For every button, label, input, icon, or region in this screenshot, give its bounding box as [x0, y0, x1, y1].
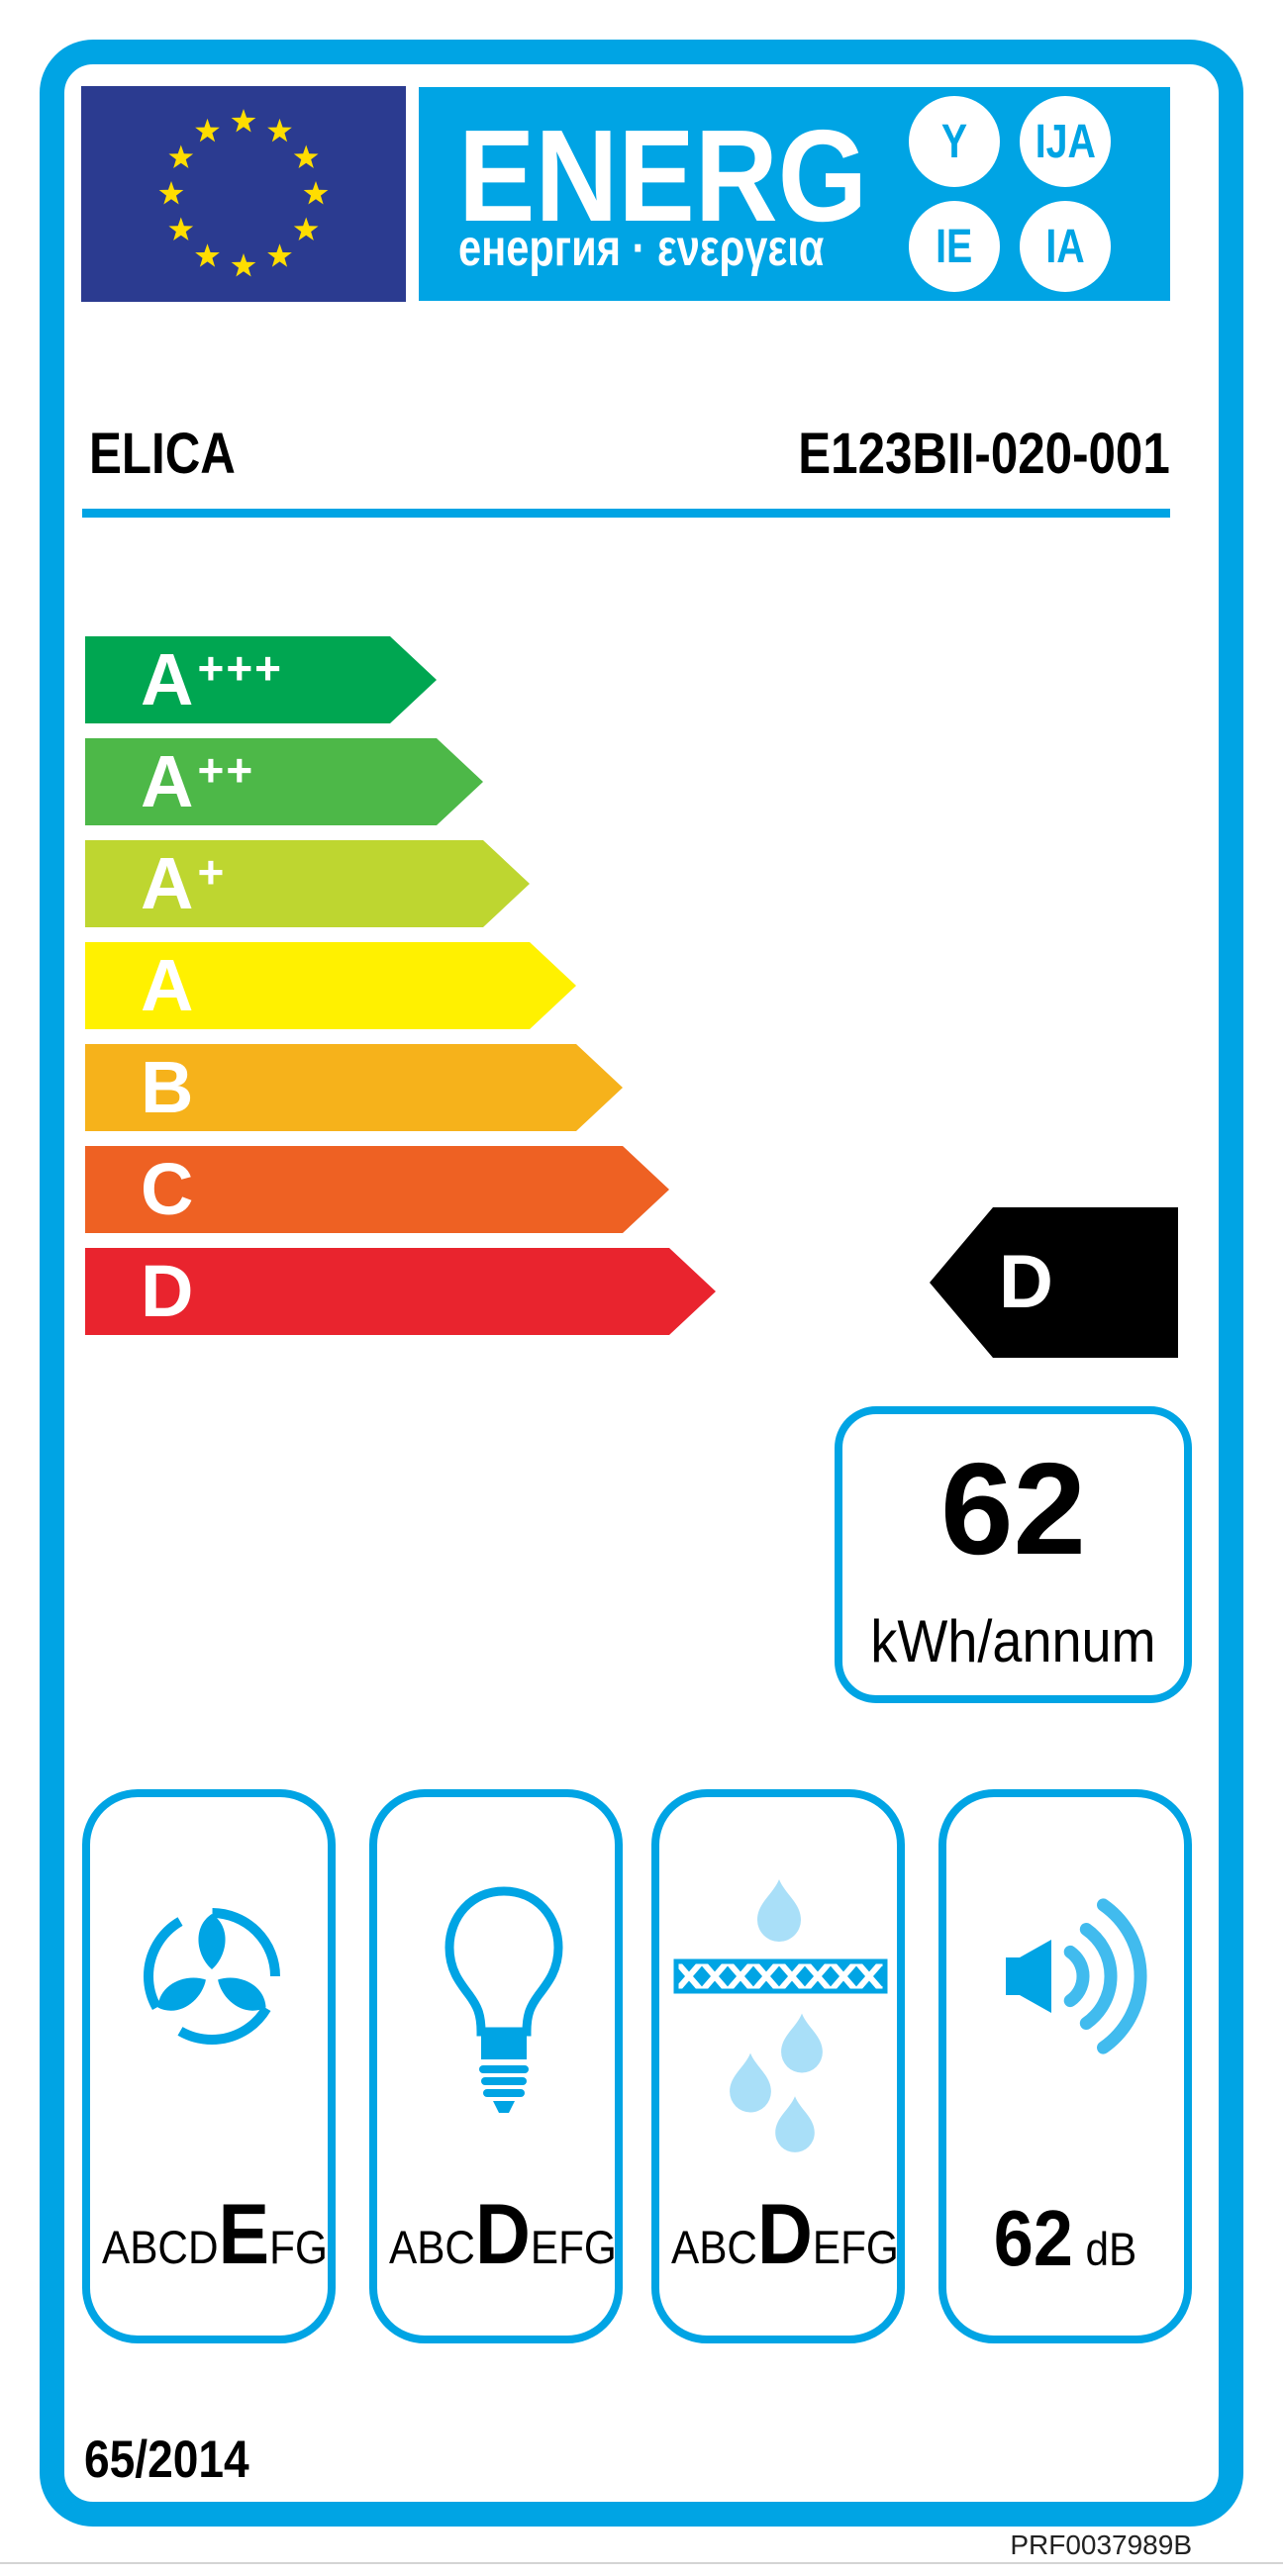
model-identifier: E123BII-020-001 — [798, 422, 1170, 486]
class-arrow-a: A — [85, 942, 576, 1029]
bottom-divider — [0, 2562, 1283, 2564]
energ-logo-text: ENERG — [458, 103, 868, 248]
scale-pre: ABC — [389, 2221, 475, 2273]
class-arrow-a-plus-plus-plus: A +++ — [85, 636, 437, 723]
class-letter: A — [141, 842, 194, 924]
regulation-number: 65/2014 — [84, 2431, 249, 2489]
energ-suffix-circle-ija: IJA — [1020, 96, 1111, 187]
noise-value-line: 62 dB — [958, 2193, 1172, 2284]
noise-box: 62 dB — [938, 1789, 1192, 2343]
class-arrow-a-plus: A + — [85, 840, 530, 927]
scale-pre: ABC — [671, 2221, 757, 2273]
annual-energy-unit: kWh/annum — [870, 1608, 1156, 1674]
lighting-efficiency-box: ABCDEFG — [369, 1789, 623, 2343]
eu-flag — [81, 86, 406, 302]
class-arrow-a-plus-plus: A ++ — [85, 738, 483, 825]
lighting-class-scale: ABCDEFG — [389, 2186, 617, 2284]
scale-class: E — [218, 2187, 270, 2282]
energ-logo-block: ENERG енергия · ενεργεια Y IJA IE IA — [419, 87, 1170, 301]
label-border-frame — [40, 40, 1243, 2527]
energ-logo-subtitle: енергия · ενεργεια — [458, 220, 825, 277]
speaker-icon — [1006, 1898, 1147, 2054]
class-arrow-d: D — [85, 1248, 716, 1335]
grease-filter-icon — [673, 1879, 888, 2152]
scale-post: EFG — [812, 2221, 899, 2273]
noise-value: 62 — [993, 2194, 1073, 2282]
class-letter: D — [141, 1250, 194, 1332]
bulb-icon — [444, 1886, 563, 2113]
scale-post: FG — [269, 2221, 328, 2273]
scale-pre: ABCD — [102, 2221, 219, 2273]
class-arrow-b: B — [85, 1044, 623, 1131]
energ-suffix-ija: IJA — [1035, 115, 1096, 168]
class-suffix: ++ — [197, 744, 255, 796]
class-arrow-c: C — [85, 1146, 669, 1233]
annual-energy-value: 62 — [940, 1436, 1086, 1581]
class-letter: C — [141, 1148, 194, 1230]
class-letter: A — [141, 944, 194, 1026]
fluid-dynamic-class-scale: ABCDEFG — [102, 2186, 328, 2284]
grease-filtering-efficiency-box: ABCDEFG — [651, 1789, 905, 2343]
selected-class-letter: D — [999, 1240, 1053, 1324]
energ-suffix-ia: IA — [1045, 220, 1085, 273]
annual-energy-box: 62 kWh/annum — [835, 1406, 1192, 1703]
class-letter: A — [141, 638, 194, 720]
scale-post: EFG — [530, 2221, 617, 2273]
energ-suffix-circle-y: Y — [909, 96, 1000, 187]
reference-code: PRF0037989B — [1010, 2529, 1192, 2560]
noise-unit: dB — [1085, 2223, 1137, 2275]
class-suffix: +++ — [197, 642, 284, 694]
class-suffix: + — [197, 846, 227, 898]
energ-suffix-ie: IE — [936, 220, 973, 273]
scale-class: D — [474, 2187, 531, 2282]
energ-suffix-y: Y — [940, 115, 968, 168]
fan-icon — [144, 1908, 280, 2045]
class-letter: A — [141, 740, 194, 822]
scale-class: D — [756, 2187, 813, 2282]
energ-suffix-circle-ia: IA — [1020, 201, 1111, 292]
grease-filtering-class-scale: ABCDEFG — [671, 2186, 899, 2284]
supplier-name: ELICA — [89, 422, 236, 486]
energ-suffix-circle-ie: IE — [909, 201, 1000, 292]
fluid-dynamic-efficiency-box: ABCDEFG — [82, 1789, 336, 2343]
header-divider-rule — [82, 509, 1170, 518]
class-letter: B — [141, 1046, 194, 1128]
